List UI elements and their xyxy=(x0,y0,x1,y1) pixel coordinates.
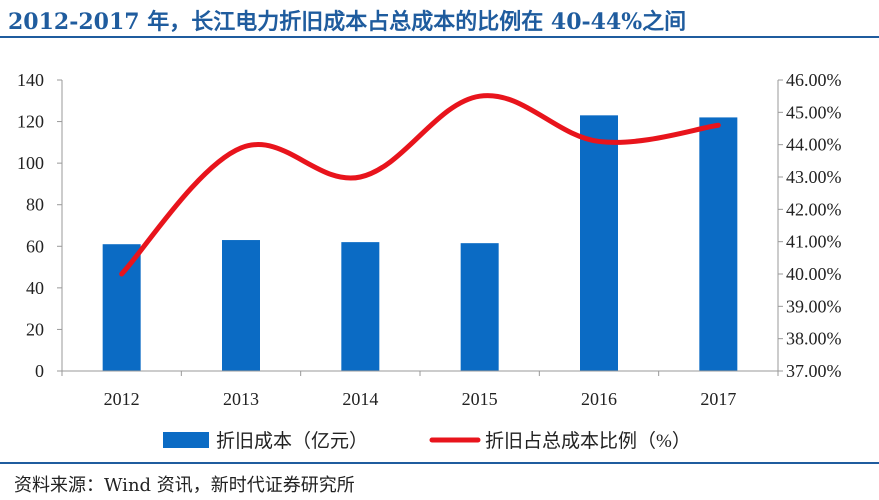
left-tick-label: 120 xyxy=(17,112,44,132)
left-tick-label: 40 xyxy=(26,278,44,298)
legend: 折旧成本（亿元） 折旧占总成本比例（%） xyxy=(163,430,691,452)
left-tick-label: 100 xyxy=(17,153,44,173)
bar-2016 xyxy=(580,115,618,371)
legend-line-label: 折旧占总成本比例（%） xyxy=(485,430,691,452)
right-tick-label: 38.00% xyxy=(786,329,842,349)
bar-2012 xyxy=(102,244,141,371)
right-tick-label: 41.00% xyxy=(786,232,842,252)
bar-2015 xyxy=(460,243,499,371)
ratio-point-2017 xyxy=(717,124,719,126)
ratio-line xyxy=(119,93,721,277)
right-tick-label: 44.00% xyxy=(786,135,842,155)
left-tick-label: 60 xyxy=(26,236,44,256)
left-tick-label: 0 xyxy=(35,361,44,381)
right-tick-label: 42.00% xyxy=(786,199,842,219)
ratio-point-2015 xyxy=(479,95,481,97)
left-tick-label: 20 xyxy=(26,319,44,339)
ratio-point-2014 xyxy=(359,176,361,178)
chart-title: 2012-2017 年，长江电力折旧成本占总成本的比例在 40-44%之间 xyxy=(8,9,687,35)
bar-2014 xyxy=(341,242,380,371)
ratio-point-2012 xyxy=(121,273,123,275)
ratio-point-2013 xyxy=(240,147,242,149)
source-note: 资料来源：Wind 资讯，新时代证券研究所 xyxy=(14,475,355,496)
bar-2017 xyxy=(699,117,738,372)
x-tick-label: 2012 xyxy=(104,389,140,409)
legend-bar-label: 折旧成本（亿元） xyxy=(216,430,368,452)
axes: 0 20 40 60 80 100 120 140 37.00% 38.00% 39.00% 40.0… xyxy=(17,70,842,409)
right-tick-label: 40.00% xyxy=(786,264,842,284)
bar-series xyxy=(102,115,738,372)
x-tick-label: 2013 xyxy=(223,389,259,409)
line-series xyxy=(119,93,721,277)
footer-rule xyxy=(0,462,879,464)
left-tick-label: 140 xyxy=(17,70,44,90)
right-tick-label: 43.00% xyxy=(786,167,842,187)
x-tick-label: 2014 xyxy=(342,389,378,409)
x-tick-label: 2015 xyxy=(462,389,498,409)
bar-2013 xyxy=(222,240,260,371)
right-tick-label: 39.00% xyxy=(786,296,842,316)
left-tick-label: 80 xyxy=(26,195,44,215)
x-tick-label: 2017 xyxy=(700,389,736,409)
right-tick-label: 37.00% xyxy=(786,361,842,381)
right-tick-label: 46.00% xyxy=(786,70,842,90)
right-tick-label: 45.00% xyxy=(786,102,842,122)
title-rule xyxy=(0,36,879,38)
legend-bar-swatch xyxy=(163,432,209,448)
x-tick-label: 2016 xyxy=(581,389,617,409)
chart: 0 20 40 60 80 100 120 140 37.00% 38.00% 39.00% 40.0… xyxy=(17,70,842,452)
ratio-point-2016 xyxy=(598,140,600,142)
